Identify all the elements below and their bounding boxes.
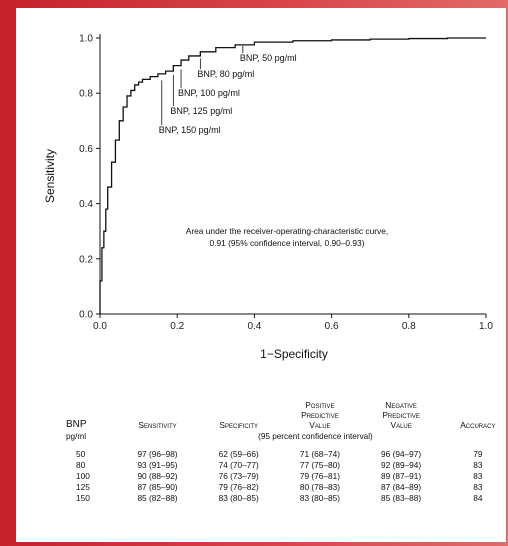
table-row: 125 87 (85–90) 79 (76–82) 80 (78–83) 87 (84–… [62, 482, 508, 493]
chart-ticks: 0.0 0.2 0.4 0.6 0.8 1.0 0.0 0.2 0.4 0.6 0.8 1.0 [79, 34, 493, 333]
table-cell: 83 [473, 482, 483, 492]
x-tick-label: 0.6 [325, 321, 339, 332]
bnp-table: BNP Sensitivity Specificity Positive Pre… [62, 400, 508, 504]
x-tick-label: 1.0 [479, 321, 493, 332]
table-cell: 87 (84–89) [381, 482, 422, 492]
npv-line1: Negative [385, 400, 417, 410]
x-tick-label: 0.8 [402, 321, 416, 332]
ppv-line2: Predictive [301, 410, 339, 420]
table-cell: 79 (76–82) [218, 482, 259, 492]
y-tick-label: 0.4 [79, 199, 93, 210]
annotation-label: BNP, 50 pg/ml [240, 53, 297, 63]
chart-axes [99, 34, 486, 315]
table-row: 100 90 (88–92) 76 (73–79) 79 (76–81) 89 (87–… [62, 471, 508, 482]
figure-panel: 0.0 0.2 0.4 0.6 0.8 1.0 0.0 0.2 0.4 0.6 0.8 1.0 BNP… [16, 8, 506, 542]
annotation-label: BNP, 125 pg/ml [170, 106, 232, 116]
table-cell: 77 (75–80) [299, 460, 340, 470]
table-cell: 79 (76–81) [299, 471, 340, 481]
annotation-label: BNP, 150 pg/ml [159, 125, 221, 135]
y-tick-label: 0.2 [79, 254, 93, 265]
table-row: 80 93 (91–95) 74 (70–77) 77 (75–80) 92 (89–9… [62, 460, 508, 471]
y-tick-label: 0.6 [79, 144, 93, 155]
table-cell: 83 [473, 471, 483, 481]
table-cell: 80 [76, 460, 86, 470]
col-header-ppv: Positive Predictive Value [279, 400, 360, 430]
table-cell: 50 [76, 449, 86, 459]
table-cell: 85 (82–88) [137, 493, 178, 503]
ppv-line1: Positive [305, 400, 335, 410]
unit-label: pg/ml [66, 432, 87, 441]
table-cell: 71 (68–74) [299, 449, 340, 459]
col-header-npv: Negative Predictive Value [361, 400, 442, 430]
table-cell: 76 (73–79) [218, 471, 259, 481]
table-cell: 79 [473, 449, 483, 459]
table-cell: 85 (83–88) [381, 493, 422, 503]
table-cell: 97 (96–98) [137, 449, 178, 459]
table-cell: 83 (80–85) [218, 493, 259, 503]
col-header-bnp: BNP [66, 419, 87, 430]
table-cell: 150 [76, 493, 90, 503]
auc-note-line1: Area under the receiver-operating-charac… [186, 226, 389, 236]
ci-note: (95 percent confidence interval) [258, 432, 373, 441]
npv-line2: Predictive [382, 410, 420, 420]
table-cell: 100 [76, 471, 90, 481]
table-cell: 96 (94–97) [381, 449, 422, 459]
y-tick-label: 0.8 [79, 89, 93, 100]
table-cell: 83 [473, 460, 483, 470]
x-tick-label: 0.2 [170, 321, 184, 332]
table-cell: 90 (88–92) [137, 471, 178, 481]
col-header-specificity: Specificity [219, 420, 258, 430]
table-header-row: BNP Sensitivity Specificity Positive Pre… [62, 400, 508, 430]
col-header-accuracy: Accuracy [460, 420, 496, 430]
y-tick-label: 0.0 [79, 310, 93, 321]
table-cell: 93 (91–95) [137, 460, 178, 470]
auc-note-line2: 0.91 (95% confidence interval, 0.90–0.93… [209, 238, 364, 248]
table-row: 50 97 (96–98) 62 (59–66) 71 (68–74) 96 (94–9… [62, 449, 508, 460]
col-header-sensitivity: Sensitivity [138, 420, 177, 430]
table-cell: 92 (89–94) [381, 460, 422, 470]
table-cell: 84 [473, 493, 483, 503]
roc-chart: 0.0 0.2 0.4 0.6 0.8 1.0 0.0 0.2 0.4 0.6 0.8 1.0 BNP… [43, 34, 493, 362]
table-cell: 87 (85–90) [137, 482, 178, 492]
x-axis-label: 1−Specificity [260, 347, 328, 361]
threshold-annotations: BNP, 50 pg/ml BNP, 80 pg/ml BNP, 100 pg/ml… [159, 45, 297, 135]
table-cell: 125 [76, 482, 90, 492]
ppv-line3: Value [309, 420, 331, 430]
table-cell: 83 (80–85) [299, 493, 340, 503]
y-tick-label: 1.0 [79, 34, 93, 45]
y-axis-label: Sensitivity [43, 149, 57, 203]
annotation-label: BNP, 100 pg/ml [178, 88, 240, 98]
x-tick-label: 0.4 [247, 321, 261, 332]
table-cell: 89 (87–91) [381, 471, 422, 481]
npv-line3: Value [390, 420, 412, 430]
table-cell: 62 (59–66) [218, 449, 259, 459]
table-cell: 74 (70–77) [218, 460, 259, 470]
roc-curve [99, 37, 486, 314]
x-tick-label: 0.0 [93, 321, 107, 332]
annotation-label: BNP, 80 pg/ml [197, 69, 254, 79]
table-row: 150 85 (82–88) 83 (80–85) 83 (80–85) 85 (83–… [62, 493, 508, 504]
table-cell: 80 (78–83) [299, 482, 340, 492]
table-subheader-row: pg/ml (95 percent confidence interval) [62, 430, 508, 449]
